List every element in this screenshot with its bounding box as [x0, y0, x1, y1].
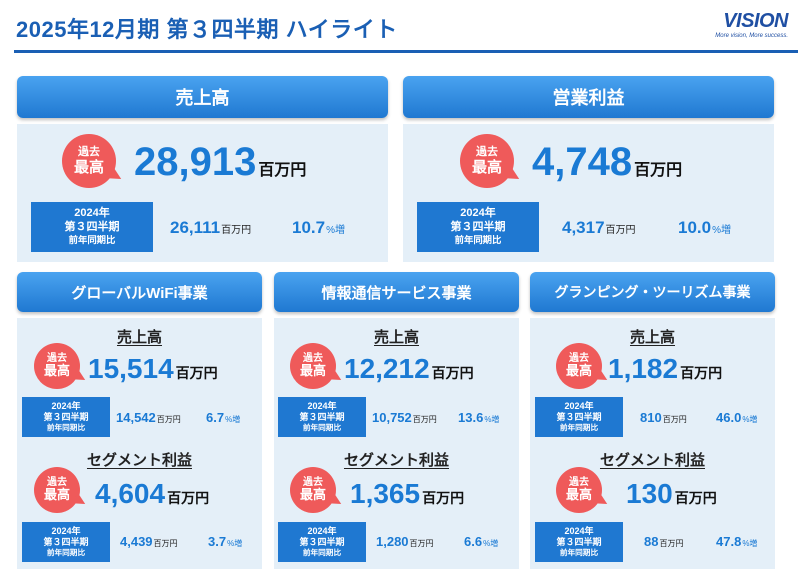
- segment-sales-prev: 810 百万円: [640, 410, 687, 425]
- segment-profit-growth: 6.6 %増: [464, 534, 499, 549]
- record-high-badge: 過去 最高: [556, 343, 602, 389]
- page-title: 2025年12月期 第３四半期 ハイライト: [16, 17, 398, 42]
- record-high-badge: 過去 最高: [290, 343, 336, 389]
- record-high-badge: 過去 最高: [34, 343, 80, 389]
- record-high-badge: 過去 最高: [556, 467, 602, 513]
- segment-comparison-label: 2024年 第３四半期 前年同期比: [278, 397, 366, 437]
- segment-profit-label: セグメント利益: [343, 452, 449, 469]
- segment-profit-value: 1,365 百万円: [350, 478, 465, 509]
- segment-header-glamping: グランピング・ツーリズム事業: [530, 272, 775, 312]
- op-header: 営業利益: [403, 76, 774, 118]
- segment-profit-value: 4,604 百万円: [95, 478, 210, 509]
- title-underline: [14, 50, 798, 53]
- op-value: 4,748 百万円: [532, 140, 683, 184]
- segment-sales-label: 売上高: [629, 329, 675, 346]
- segment-profit-label: セグメント利益: [86, 452, 192, 469]
- op-prev-value: 4,317 百万円: [562, 218, 636, 237]
- segment-sales-label: 売上高: [373, 329, 419, 346]
- segment-comparison-label: 2024年 第３四半期 前年同期比: [535, 397, 623, 437]
- segment-sales-value: 15,514 百万円: [88, 353, 218, 384]
- sales-growth: 10.7 %増: [292, 218, 345, 237]
- segment-profit-growth: 3.7 %増: [208, 534, 243, 549]
- segment-profit-growth: 47.8 %増: [716, 534, 758, 549]
- segment-profit-prev: 88 百万円: [644, 534, 684, 549]
- sales-prev-value: 26,111 百万円: [170, 218, 252, 237]
- sales-comparison-label: 2024年 第３四半期 前年同期比: [31, 202, 153, 252]
- record-high-badge: 過去 最高: [62, 134, 116, 188]
- sales-value: 28,913 百万円: [134, 140, 307, 184]
- op-comparison-label: 2024年 第３四半期 前年同期比: [417, 202, 539, 252]
- logo-wordmark: VISION: [723, 10, 788, 32]
- vision-logo: VISION More vision, More success.: [708, 10, 788, 44]
- segment-profit-value: 130 百万円: [626, 478, 717, 509]
- segment-sales-value: 12,212 百万円: [344, 353, 474, 384]
- segment-profit-label: セグメント利益: [599, 452, 705, 469]
- segment-sales-value: 1,182 百万円: [608, 353, 723, 384]
- sales-header: 売上高: [17, 76, 388, 118]
- segment-profit-prev: 1,280 百万円: [376, 534, 434, 549]
- segment-sales-label: 売上高: [116, 329, 162, 346]
- segment-sales-prev: 14,542 百万円: [116, 410, 181, 425]
- segment-sales-prev: 10,752 百万円: [372, 410, 437, 425]
- record-high-badge: 過去 最高: [34, 467, 80, 513]
- segment-sales-growth: 46.0 %増: [716, 410, 758, 425]
- segment-sales-growth: 6.7 %増: [206, 410, 241, 425]
- segment-sales-growth: 13.6 %増: [458, 410, 500, 425]
- segment-header-ict: 情報通信サービス事業: [274, 272, 519, 312]
- segment-comparison-label: 2024年 第３四半期 前年同期比: [22, 522, 110, 562]
- logo-tagline: More vision, More success.: [715, 33, 788, 39]
- segment-comparison-label: 2024年 第３四半期 前年同期比: [535, 522, 623, 562]
- op-growth: 10.0 %増: [678, 218, 731, 237]
- record-high-badge: 過去 最高: [460, 134, 514, 188]
- segment-comparison-label: 2024年 第３四半期 前年同期比: [278, 522, 366, 562]
- segment-profit-prev: 4,439 百万円: [120, 534, 178, 549]
- record-high-badge: 過去 最高: [290, 467, 336, 513]
- segment-comparison-label: 2024年 第３四半期 前年同期比: [22, 397, 110, 437]
- segment-header-global-wifi: グローバルWiFi事業: [17, 272, 262, 312]
